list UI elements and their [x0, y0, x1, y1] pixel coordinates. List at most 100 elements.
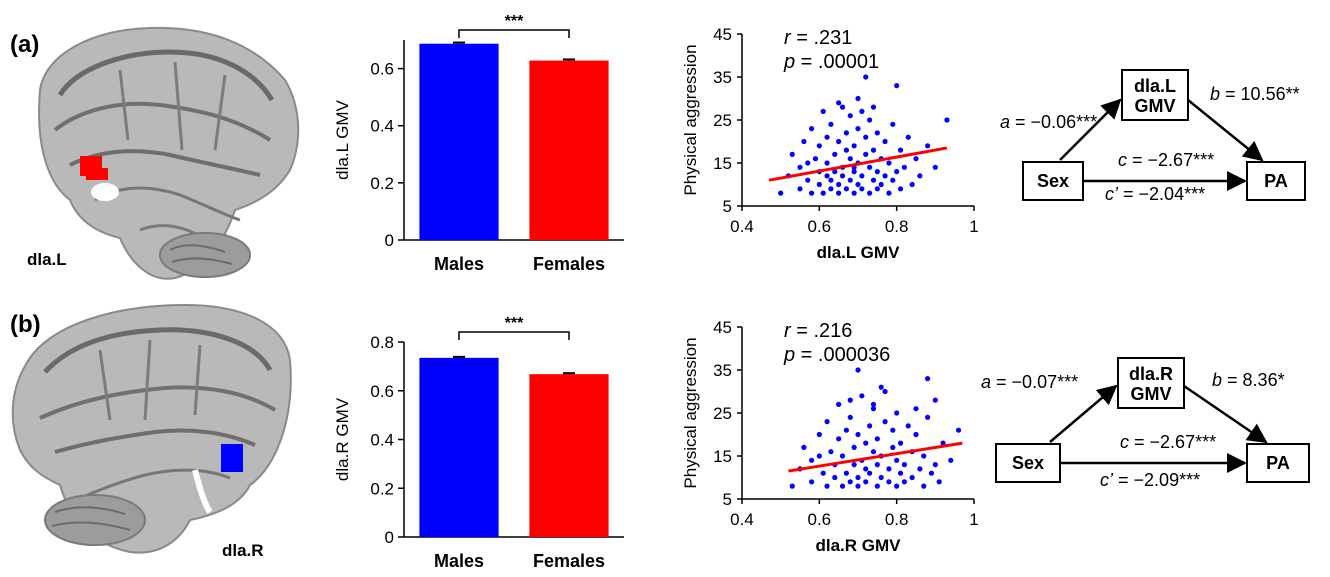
- data-point: [816, 143, 822, 149]
- significance-bracket: [458, 331, 570, 340]
- data-point: [851, 143, 857, 149]
- data-point: [863, 74, 869, 80]
- data-point: [870, 401, 877, 407]
- mediation-diagram-b: dla.R GMV Sex PA a = −0.07*** b = 8.36* …: [981, 357, 1310, 490]
- data-point: [890, 427, 896, 433]
- data-point: [836, 100, 842, 106]
- x-tick-label: 0.8: [885, 217, 909, 236]
- path-a-text-b: a = −0.07***: [981, 372, 1078, 392]
- x-axis-title: dla.L GMV: [817, 243, 900, 262]
- data-point: [863, 151, 869, 157]
- data-point: [828, 177, 834, 183]
- data-point: [855, 483, 861, 489]
- mediator-label-a1: dla.L: [1134, 76, 1176, 96]
- data-point: [932, 164, 938, 170]
- data-point: [897, 147, 904, 153]
- data-point: [809, 457, 815, 463]
- y-tick-label: 5: [723, 490, 732, 509]
- data-point: [859, 108, 865, 114]
- scatter-chart-b: 5 15 25 35 45 0.4 0.6 0.8 1 dla.R GMV Physical agg…: [681, 318, 979, 555]
- data-point: [925, 414, 931, 420]
- data-point: [867, 470, 873, 476]
- y-tick-label: 0.2: [370, 174, 394, 193]
- data-point: [836, 181, 842, 188]
- panel-label-a: (a): [10, 31, 39, 58]
- data-point: [812, 156, 819, 162]
- data-point: [874, 130, 880, 136]
- data-point: [839, 104, 846, 110]
- data-point: [936, 479, 942, 485]
- brain-slice-a: [38, 26, 300, 280]
- data-point: [897, 440, 904, 446]
- regression-line: [768, 146, 948, 182]
- data-point: [874, 169, 880, 175]
- y-tick-label: 0.8: [370, 333, 394, 352]
- data-point: [859, 186, 865, 192]
- data-point: [909, 474, 915, 481]
- r-statistic: r = .216: [784, 320, 852, 342]
- data-point: [805, 177, 811, 183]
- regression-line: [788, 441, 963, 473]
- bar-chart-a: 0 0.2 0.4 0.6 dla.L GMV Males Females ***: [333, 13, 624, 274]
- data-point: [832, 474, 838, 481]
- data-point: [863, 479, 869, 485]
- data-point: [890, 121, 896, 127]
- category-label: Females: [533, 551, 605, 571]
- data-point: [836, 401, 842, 407]
- data-point: [870, 147, 877, 153]
- y-tick-label: 35: [713, 361, 732, 380]
- data-point: [863, 440, 869, 446]
- brain-slice-b: [11, 303, 292, 554]
- data-point: [816, 431, 822, 438]
- data-point: [890, 444, 896, 450]
- data-point: [836, 436, 842, 442]
- data-point: [801, 444, 807, 450]
- data-point: [890, 177, 896, 183]
- x-tick-label: 1: [969, 510, 978, 529]
- path-b-arrow-b: [1183, 384, 1268, 444]
- x-label-a: Sex: [1037, 171, 1069, 191]
- data-point: [886, 190, 892, 196]
- bar-females: [529, 60, 609, 241]
- data-point: [778, 190, 784, 196]
- data-point: [878, 474, 884, 481]
- data-point: [851, 444, 857, 450]
- data-point: [913, 406, 919, 412]
- data-point: [928, 470, 935, 476]
- data-point: [874, 436, 880, 442]
- data-point: [867, 117, 873, 123]
- data-point: [839, 453, 846, 459]
- data-point: [855, 431, 861, 438]
- bar-chart-b: 0 0.2 0.4 0.6 0.8 dla.R GMV Males Females ***: [333, 315, 624, 571]
- data-point: [886, 160, 892, 166]
- data-point: [917, 466, 923, 472]
- data-point: [909, 181, 915, 188]
- x-tick-label: 0.8: [885, 510, 909, 529]
- mediation-diagram-a: dla.L GMV Sex PA a = −0.06*** b = 10.56*…: [1000, 69, 1306, 204]
- data-point: [905, 423, 911, 429]
- data-point: [809, 126, 815, 132]
- roi-marker-a2: [86, 168, 108, 180]
- data-point: [855, 367, 861, 373]
- data-point: [925, 143, 931, 149]
- data-point: [839, 173, 846, 179]
- data-point: [874, 462, 880, 468]
- scatter-chart-a: 5 15 25 35 45 0.4 0.6 0.8 1 dla.L GMV Physical agg…: [681, 25, 979, 262]
- y-label-b: PA: [1266, 453, 1290, 473]
- data-point: [859, 173, 865, 179]
- data-point: [843, 147, 850, 153]
- roi-marker-b: [221, 444, 243, 472]
- category-label: Males: [434, 551, 484, 571]
- x-tick-label: 1: [969, 217, 978, 236]
- path-a-text-a: a = −0.06***: [1000, 112, 1097, 132]
- data-point: [855, 126, 861, 132]
- data-point: [824, 419, 830, 425]
- x-tick-label: 0.4: [730, 510, 754, 529]
- x-tick-label: 0.4: [730, 217, 754, 236]
- data-point: [882, 419, 888, 425]
- path-cprime-text-b: c’ = −2.09***: [1100, 470, 1200, 490]
- data-point: [828, 449, 834, 455]
- data-point: [851, 462, 857, 468]
- y-tick-label: 35: [713, 68, 732, 87]
